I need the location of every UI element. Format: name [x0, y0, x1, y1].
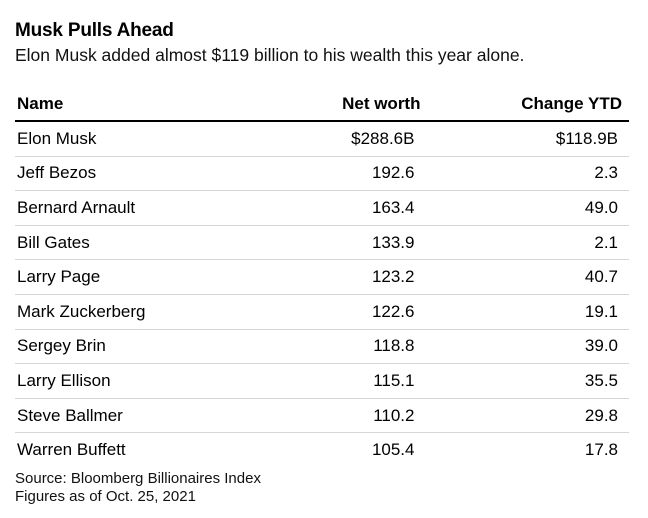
table-row: Mark Zuckerberg 122.6 19.1	[15, 294, 629, 330]
cell-change-ytd: 35.5	[426, 363, 629, 399]
cell-net-worth: $288.6B	[278, 121, 427, 157]
table-header-row: Name Net worth Change YTD	[15, 88, 629, 122]
column-header-net-worth: Net worth	[278, 88, 427, 122]
table-row: Bill Gates 133.9 2.1	[15, 225, 629, 261]
table-row: Sergey Brin 118.8 39.0	[15, 329, 629, 365]
column-header-change-ytd: Change YTD	[426, 88, 629, 122]
cell-change-ytd: 40.7	[426, 259, 629, 295]
table-row: Elon Musk $288.6B $118.9B	[15, 121, 629, 157]
chart-footer: Source: Bloomberg Billionaires Index Fig…	[15, 470, 261, 506]
table-row: Larry Ellison 115.1 35.5	[15, 363, 629, 399]
cell-change-ytd: 19.1	[426, 294, 629, 330]
cell-net-worth: 118.8	[278, 329, 427, 365]
cell-net-worth: 110.2	[278, 398, 427, 434]
cell-name: Mark Zuckerberg	[15, 294, 279, 330]
table-row: Jeff Bezos 192.6 2.3	[15, 156, 629, 192]
cell-name: Larry Ellison	[15, 363, 279, 399]
billionaires-table: Name Net worth Change YTD Elon Musk $288.…	[15, 88, 629, 467]
column-header-name: Name	[15, 88, 279, 122]
cell-change-ytd: 49.0	[426, 190, 629, 226]
table-row: Warren Buffett 105.4 17.8	[15, 433, 629, 467]
cell-name: Warren Buffett	[17, 440, 126, 460]
cell-name: Jeff Bezos	[15, 156, 279, 192]
cell-net-worth: 163.4	[278, 190, 427, 226]
cell-change-ytd: 39.0	[426, 329, 629, 365]
cell-net-worth: 105.4	[371, 440, 415, 460]
cell-net-worth: 122.6	[278, 294, 427, 330]
cell-change-ytd: 2.1	[426, 225, 629, 261]
cell-name: Elon Musk	[15, 121, 279, 157]
table-row: Larry Page 123.2 40.7	[15, 259, 629, 295]
cell-change-ytd: 2.3	[426, 156, 629, 192]
cell-net-worth: 115.1	[278, 363, 427, 399]
cell-name: Sergey Brin	[15, 329, 279, 365]
cell-change-ytd: $118.9B	[426, 121, 629, 157]
cell-net-worth: 133.9	[278, 225, 427, 261]
cell-change-ytd: 29.8	[426, 398, 629, 434]
cell-name: Bill Gates	[15, 225, 279, 261]
source-note: Source: Bloomberg Billionaires Index	[15, 470, 261, 487]
table-row: Bernard Arnault 163.4 49.0	[15, 190, 629, 226]
table-body: Elon Musk $288.6B $118.9B Jeff Bezos 192.6 2.…	[15, 121, 629, 467]
cell-change-ytd: 17.8	[584, 440, 618, 460]
cell-name: Larry Page	[15, 259, 279, 295]
date-note: Figures as of Oct. 25, 2021	[15, 488, 196, 505]
chart-subtitle: Elon Musk added almost $119 billion to h…	[15, 45, 525, 65]
cell-net-worth: 123.2	[278, 259, 427, 295]
cell-name: Bernard Arnault	[15, 190, 279, 226]
chart-title: Musk Pulls Ahead	[15, 20, 174, 41]
table-row: Steve Ballmer 110.2 29.8	[15, 398, 629, 434]
cell-name: Steve Ballmer	[15, 398, 279, 434]
cell-net-worth: 192.6	[278, 156, 427, 192]
